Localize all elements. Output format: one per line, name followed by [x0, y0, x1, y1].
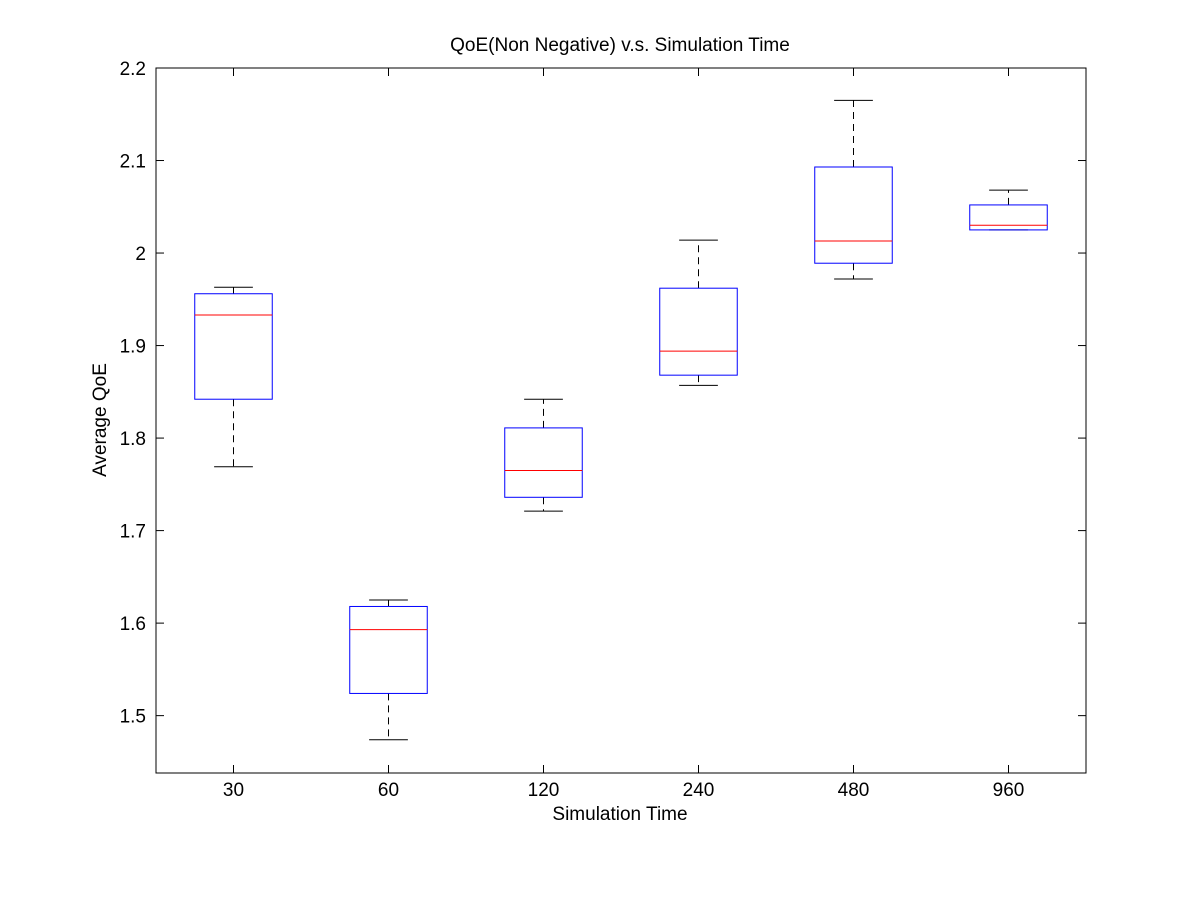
- x-tick-label: 120: [528, 780, 560, 801]
- y-tick-label: 1.9: [120, 337, 146, 358]
- axes-frame: [155, 67, 1087, 774]
- x-tick-label: 960: [993, 780, 1025, 801]
- x-axis-label: Simulation Time: [552, 804, 687, 825]
- y-axis-label: Average QoE: [90, 363, 111, 477]
- y-tick-label: 1.8: [120, 429, 146, 450]
- box-240-iqr: [659, 287, 738, 376]
- y-tick-label: 1.7: [120, 522, 146, 543]
- box-30-iqr: [194, 293, 273, 400]
- x-tick-label: 30: [223, 780, 244, 801]
- box-960-iqr: [969, 204, 1048, 231]
- y-tick-label: 2: [135, 244, 146, 265]
- x-tick-label: 480: [838, 780, 870, 801]
- x-tick-label: 60: [378, 780, 399, 801]
- box-120-iqr: [504, 427, 583, 498]
- y-tick-label: 2.1: [120, 152, 146, 173]
- y-tick-label: 2.2: [120, 59, 146, 80]
- box-480-iqr: [814, 166, 893, 264]
- y-tick-label: 1.6: [120, 614, 146, 635]
- plot-area: 1.5 1.6 1.7 1.8 1.9 2 2.1 2.2 30 60 120 240 480 960: [120, 59, 1086, 801]
- y-tick-label: 1.5: [120, 707, 146, 728]
- x-tick-label: 240: [683, 780, 715, 801]
- chart-title: QoE(Non Negative) v.s. Simulation Time: [450, 35, 790, 56]
- box-60-iqr: [349, 605, 428, 694]
